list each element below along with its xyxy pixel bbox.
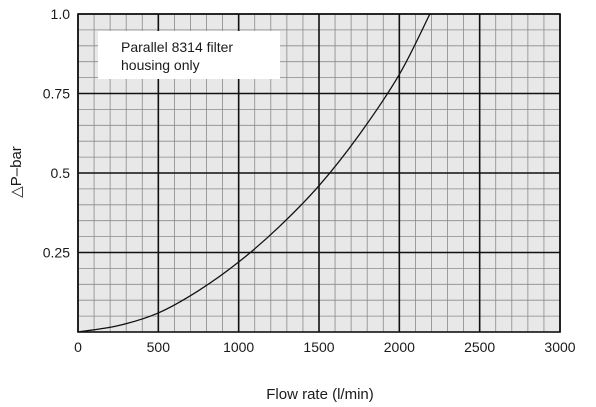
x-tick-label: 1500 [303,339,334,355]
x-tick-label: 3000 [544,339,575,355]
annotation-background [98,31,280,79]
x-tick-label: 1000 [223,339,254,355]
plot-border [77,13,561,333]
annotation-line-2: housing only [121,57,200,73]
x-tick-label: 0 [74,339,82,355]
x-tick-label: 2000 [384,339,415,355]
series-layer [77,13,431,333]
y-tick-labels: 0.25 0.5 0.75 1.0 [43,6,70,261]
x-tick-label: 500 [147,339,171,355]
pressure-drop-curve [77,13,431,333]
y-axis-title: △P–bar [8,146,25,198]
x-axis-title: Flow rate (l/min) [266,386,374,403]
x-tick-label: 2500 [464,339,495,355]
y-tick-label: 0.75 [43,86,70,102]
y-tick-label: 1.0 [51,6,71,22]
annotation-box: Parallel 8314 filter housing only [98,31,280,79]
x-tick-labels: 0 500 1000 1500 2000 2500 3000 [74,339,576,355]
y-tick-label: 0.25 [43,245,70,261]
y-tick-label: 0.5 [51,165,71,181]
annotation-line-1: Parallel 8314 filter [121,39,233,55]
